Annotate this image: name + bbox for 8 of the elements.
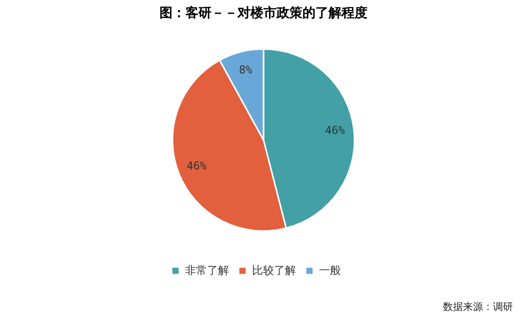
data-label: 46% xyxy=(324,124,346,137)
data-label: 46% xyxy=(186,160,207,173)
chart-title: 图：客研－－对楼市政策的了解程度 xyxy=(160,5,368,21)
source-note: 数据来源：调研 xyxy=(443,300,513,314)
legend-label: 非常了解 xyxy=(185,264,229,277)
legend-label: 一般 xyxy=(319,264,341,277)
data-label: 8% xyxy=(238,63,253,76)
legend-label: 比较了解 xyxy=(252,264,296,277)
